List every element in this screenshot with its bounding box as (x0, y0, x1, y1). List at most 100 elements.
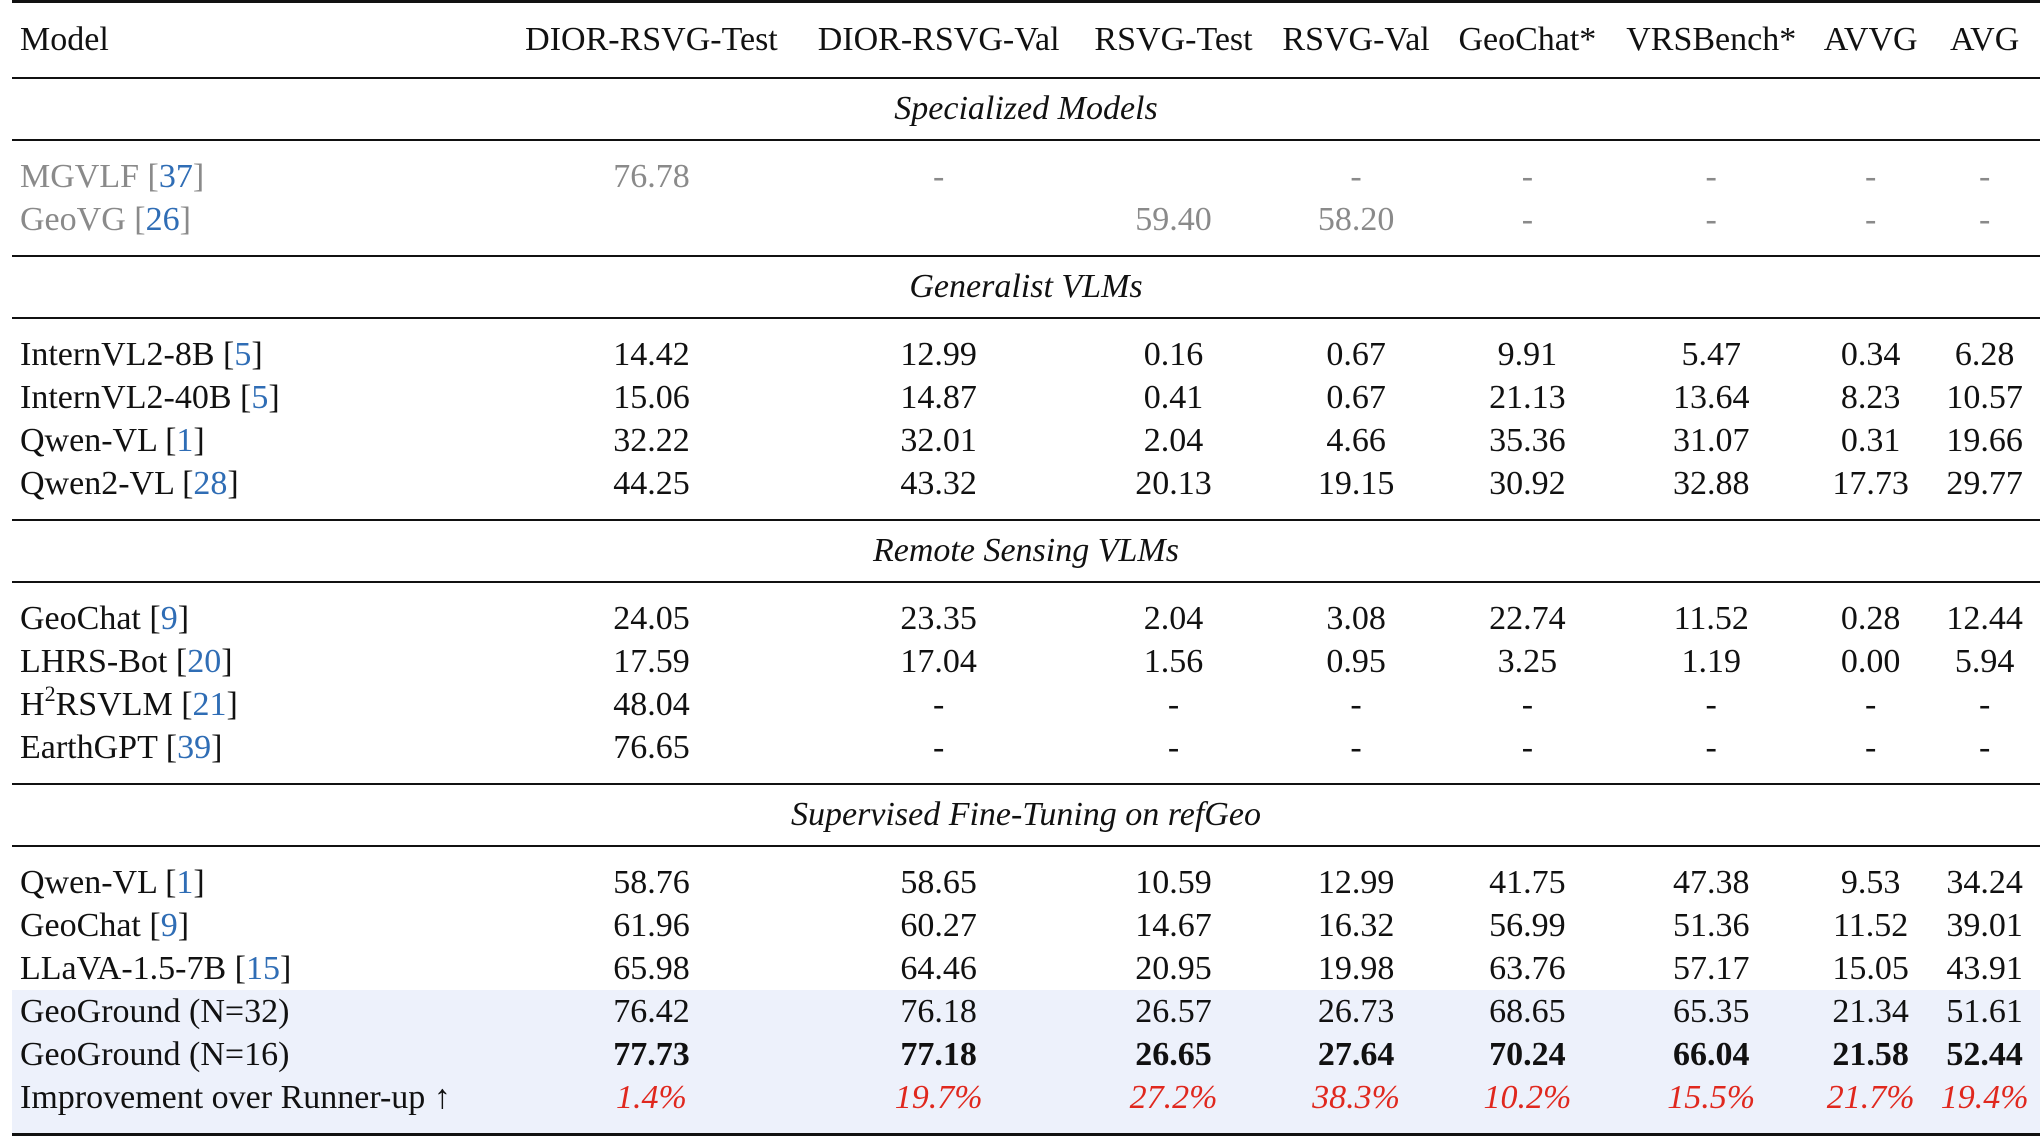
table-row: EarthGPT [39] 76.65 - - - - - - - (12, 726, 2040, 784)
value-cell-rsvg-test: 2.04 (1143, 421, 1204, 459)
value-cell-geochat: 56.99 (1489, 906, 1566, 944)
model-name-cell: H2RSVLM [21] (12, 682, 505, 726)
value-cell-rsvg-test: 0.41 (1143, 378, 1204, 416)
value-cell-dior-rsvg-test: 24.05 (613, 599, 690, 637)
citation-bracket: ] (251, 335, 263, 373)
value-cell-rsvg-val: 19.98 (1317, 949, 1395, 987)
section-title: Remote Sensing VLMs (873, 531, 1179, 569)
value-cell-dior-rsvg-test: 76.42 (504, 989, 799, 1033)
value-cell-avg: 19.66 (1946, 421, 2023, 459)
model-name: MGVLF [ (20, 157, 159, 195)
model-name-cell: GeoChat [9] (12, 582, 505, 640)
citation-bracket: ] (179, 200, 191, 238)
header-row: Model DIOR-RSVG-Test DIOR-RSVG-Val RSVG-… (12, 1, 2040, 78)
value-cell-dior-rsvg-val: 32.01 (900, 421, 977, 459)
table-row: LLaVA-1.5-7B [15] 65.98 64.46 20.95 19.98 63.… (12, 947, 2040, 990)
model-name: GeoGround (N=16) (20, 1035, 290, 1073)
value-cell-avg: 39.01 (1946, 906, 2023, 944)
value-cell-rsvg-test: 0.16 (1143, 335, 1204, 373)
citation-link[interactable]: 15 (246, 949, 280, 987)
table-row: GeoGround (N=32) 76.42 76.18 26.57 26.73 68.6… (12, 989, 2040, 1033)
citation-link[interactable]: 5 (234, 335, 252, 373)
model-name: GeoChat [ (20, 906, 161, 944)
value-cell-rsvg-test: 10.59 (1135, 863, 1212, 901)
model-name: EarthGPT [ (20, 728, 178, 766)
citation-bracket: ] (226, 685, 238, 723)
value-cell-dior-rsvg-test: 17.59 (613, 642, 690, 680)
value-cell-rsvg-val: 38.3% (1267, 1075, 1445, 1134)
value-cell-avvg: 0.28 (1840, 599, 1901, 637)
value-cell-vrsbench: - (1705, 200, 1717, 238)
model-name-cell: Qwen-VL [1] (12, 419, 505, 462)
section-title: Generalist VLMs (909, 267, 1143, 305)
value-cell-avvg: 8.23 (1840, 378, 1901, 416)
value-cell-dior-rsvg-val: 58.65 (900, 863, 977, 901)
table-row: MGVLF [37] 76.78 - - - - - - (12, 139, 2040, 198)
citation-bracket: ] (177, 599, 190, 637)
value-cell-rsvg-val: - (1350, 728, 1362, 766)
citation-link[interactable]: 9 (160, 906, 178, 944)
citation-link[interactable]: 37 (158, 157, 193, 195)
value-cell-vrsbench: 65.35 (1610, 989, 1813, 1033)
model-name: LLaVA-1.5-7B [ (20, 949, 246, 987)
value-cell-dior-rsvg-val: - (932, 728, 945, 766)
value-cell-rsvg-val: 27.64 (1267, 1032, 1445, 1076)
column-header-vrsbench: VRSBench* (1626, 21, 1797, 59)
model-name: GeoGround (N=32) (20, 992, 290, 1030)
citation-bracket: ] (193, 421, 205, 459)
value-cell-rsvg-val: - (1350, 685, 1362, 723)
value-cell-vrsbench: 66.04 (1610, 1032, 1813, 1076)
column-header-rsvg-test: RSVG-Test (1094, 21, 1253, 59)
value-cell-vrsbench: - (1705, 157, 1717, 195)
value-cell-dior-rsvg-val: 64.46 (900, 949, 977, 987)
value-cell-avvg: 0.31 (1840, 421, 1901, 459)
value-cell-geochat: - (1521, 728, 1534, 766)
citation-link[interactable]: 20 (187, 642, 222, 680)
value-cell-geochat: - (1521, 157, 1534, 195)
value-cell-avg: 19.4% (1929, 1075, 2040, 1134)
section-header-row: Generalist VLMs (12, 255, 2040, 318)
value-cell-rsvg-val: 16.32 (1317, 906, 1395, 944)
citation-link[interactable]: 39 (177, 728, 212, 766)
citation-bracket: ] (280, 949, 292, 987)
value-cell-vrsbench: 15.5% (1610, 1075, 1813, 1134)
value-cell-geochat: - (1521, 200, 1534, 238)
value-cell-dior-rsvg-val: 76.18 (798, 989, 1080, 1033)
value-cell-rsvg-test: 26.65 (1079, 1032, 1268, 1076)
citation-link[interactable]: 28 (193, 464, 228, 502)
column-header-geochat: GeoChat* (1458, 21, 1597, 59)
model-name: Qwen2-VL [ (20, 464, 194, 502)
citation-link[interactable]: 26 (145, 200, 180, 238)
value-cell-avvg: 21.7% (1812, 1075, 1930, 1134)
table-body: Specialized Models MGVLF [37] 76.78- - - - - - G… (12, 77, 2040, 1134)
value-cell-dior-rsvg-test: 61.96 (613, 906, 690, 944)
citation-link[interactable]: 5 (251, 378, 269, 416)
value-cell-geochat: 70.24 (1444, 1032, 1611, 1076)
citation-bracket: ] (211, 728, 223, 766)
value-cell-vrsbench: 51.36 (1672, 906, 1750, 944)
model-name-cell: GeoVG [26] (12, 198, 505, 256)
table-row: GeoGround (N=16) 77.73 77.18 26.65 27.64 70.2… (12, 1032, 2040, 1076)
citation-link[interactable]: 1 (176, 421, 194, 459)
section-header-row: Supervised Fine-Tuning on refGeo (12, 783, 2040, 846)
value-cell-avg: 5.94 (1954, 642, 2015, 680)
citation-link[interactable]: 21 (192, 685, 227, 723)
value-cell-vrsbench: 57.17 (1672, 949, 1750, 987)
value-cell-dior-rsvg-val: 77.18 (798, 1032, 1080, 1076)
value-cell-dior-rsvg-test: 77.73 (504, 1032, 799, 1076)
value-cell-dior-rsvg-test: 48.04 (613, 685, 690, 723)
value-cell-geochat: 30.92 (1489, 464, 1566, 502)
value-cell-rsvg-val: 26.73 (1267, 989, 1445, 1033)
table-row: Qwen-VL [1] 32.22 32.01 2.04 4.66 35.36 31.07 0… (12, 419, 2040, 462)
value-cell-dior-rsvg-val: 43.32 (900, 464, 977, 502)
value-cell-dior-rsvg-val: 12.99 (900, 335, 977, 373)
model-name-cell: GeoChat [9] (12, 904, 505, 947)
value-cell-geochat: 9.91 (1497, 335, 1558, 373)
table-row: GeoChat [9] 24.05 23.35 2.04 3.08 22.74 11.52 0… (12, 581, 2040, 640)
citation-bracket: ] (268, 378, 280, 416)
results-table: Model DIOR-RSVG-Test DIOR-RSVG-Val RSVG-… (12, 0, 2040, 1136)
citation-link[interactable]: 9 (160, 599, 178, 637)
citation-link[interactable]: 1 (176, 863, 194, 901)
value-cell-geochat: 35.36 (1489, 421, 1566, 459)
value-cell-dior-rsvg-test: 65.98 (613, 949, 690, 987)
